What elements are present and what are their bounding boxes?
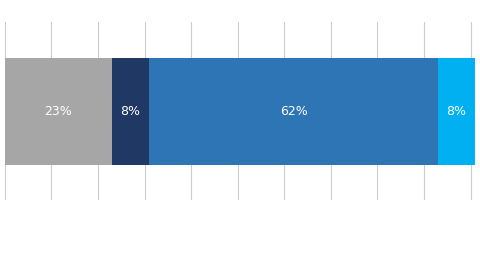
Legend: Very  dissatisfied, Dissatisfied, Neither satisfied nor dissatisfied, Satisfied,: Very dissatisfied, Dissatisfied, Neither… [0, 275, 480, 278]
Text: 8%: 8% [446, 105, 467, 118]
Bar [112, 58, 149, 165]
Bar [438, 58, 475, 165]
Text: 23%: 23% [45, 105, 72, 118]
Bar [5, 58, 112, 165]
Bar [149, 58, 438, 165]
Text: 8%: 8% [120, 105, 141, 118]
Text: 62%: 62% [280, 105, 307, 118]
